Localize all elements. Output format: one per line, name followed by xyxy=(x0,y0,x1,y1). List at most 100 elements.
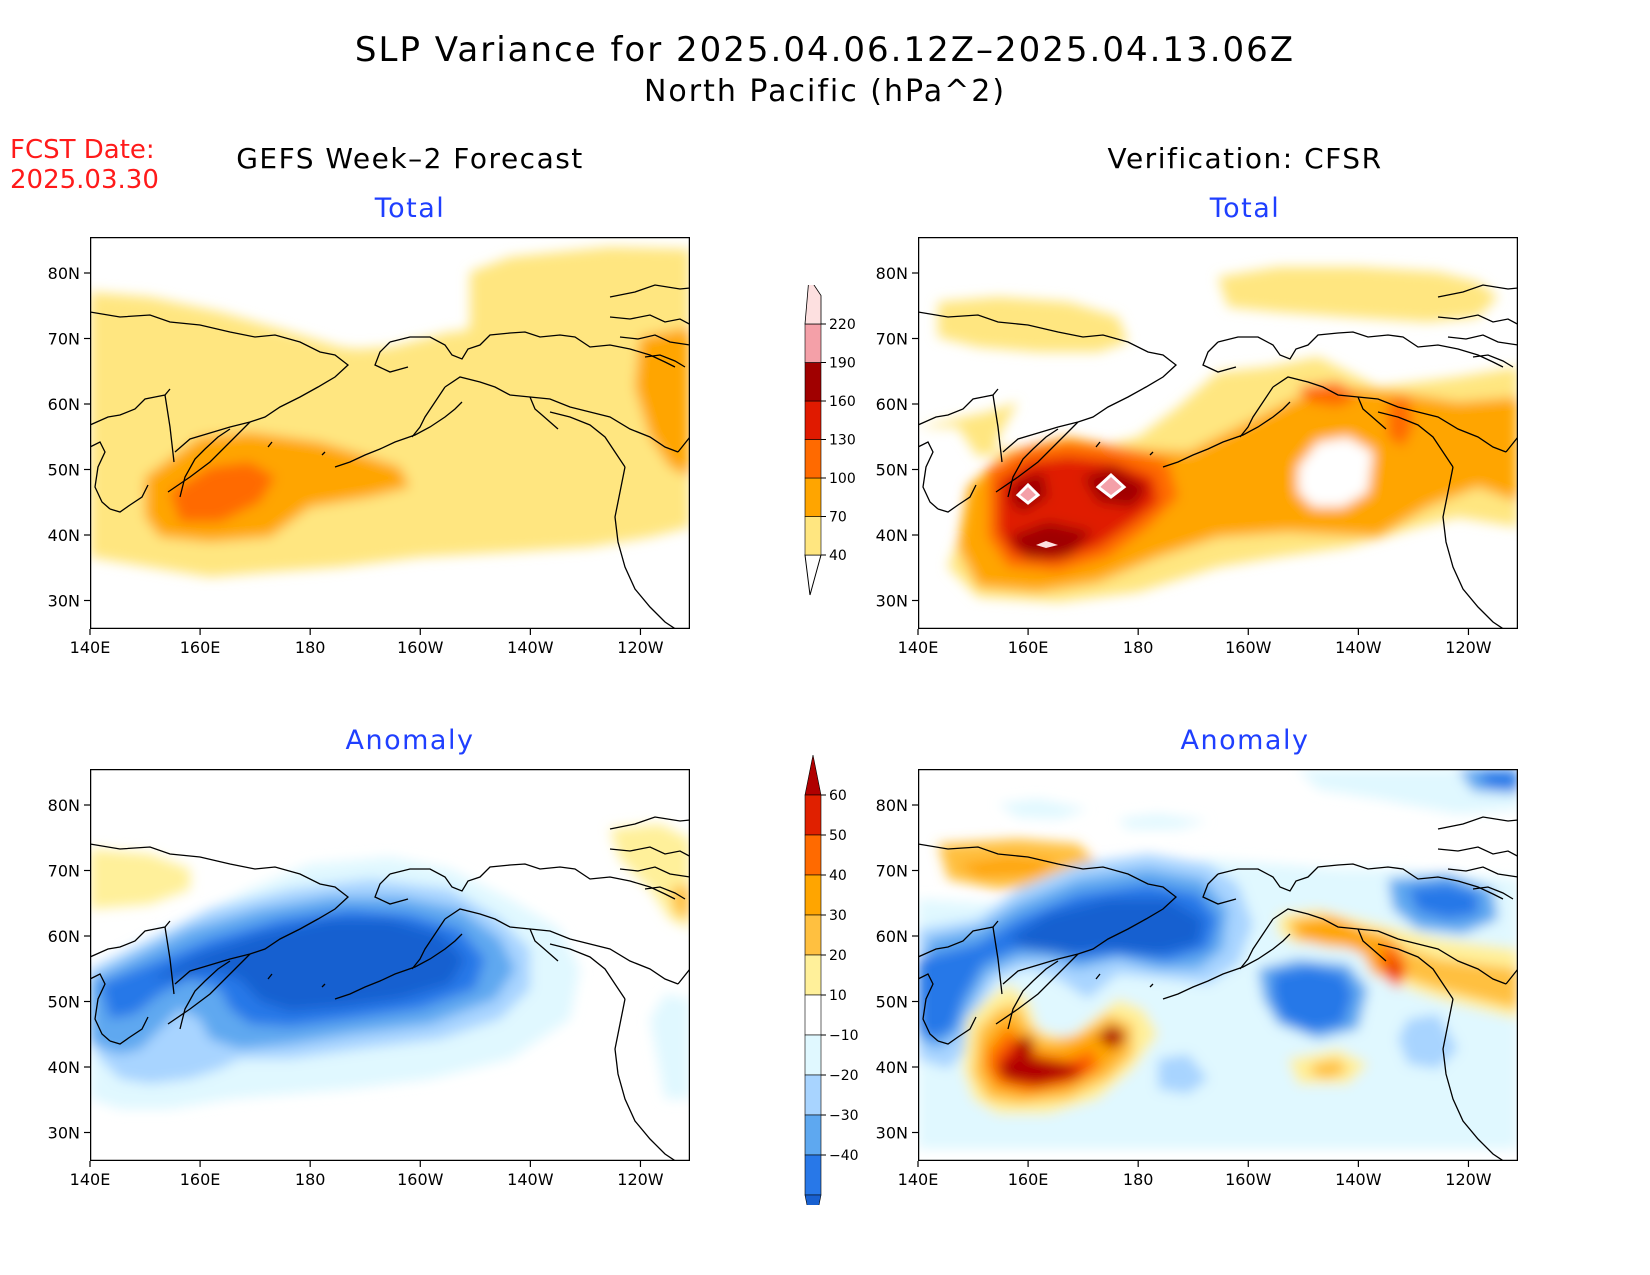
x-tick-label: 160W xyxy=(397,1170,444,1189)
x-tick-label: 160W xyxy=(397,638,444,657)
colorbar-top-segment xyxy=(804,285,822,325)
y-tick-label: 30N xyxy=(48,1124,80,1143)
x-tick-label: 120W xyxy=(617,1170,664,1189)
colorbar-label: 70 xyxy=(829,510,847,526)
colorbar-segment xyxy=(804,1074,822,1116)
y-tick-label: 40N xyxy=(48,1058,80,1077)
x-tick-label: 140W xyxy=(1335,1170,1382,1189)
y-tick-label: 60N xyxy=(876,395,908,414)
x-tick-label: 180 xyxy=(1123,1170,1154,1189)
colorbar-segment xyxy=(804,1154,822,1196)
colorbar-segment xyxy=(804,400,822,440)
y-tick-label: 50N xyxy=(876,993,908,1012)
colorbar-label: 40 xyxy=(829,548,847,564)
forecast-anomaly-map xyxy=(90,769,690,1161)
colorbar-segment xyxy=(804,794,822,836)
x-tick-label: 160E xyxy=(180,638,221,657)
colorbar-label: 100 xyxy=(829,471,856,487)
x-tick-label: 140E xyxy=(70,1170,111,1189)
verification-total-maxima xyxy=(1015,472,1127,548)
colorbar-segment xyxy=(804,1034,822,1076)
y-tick-label: 30N xyxy=(876,1124,908,1143)
colorbar-label: 190 xyxy=(829,356,856,372)
x-tick-label: 120W xyxy=(1445,1170,1492,1189)
x-tick-label: 140E xyxy=(898,638,939,657)
y-tick-label: 80N xyxy=(876,264,908,283)
anomaly-colorbar: 60 50 40 30 20 10 −10 −20 −30 −40 xyxy=(804,755,859,1205)
colorbar-segment xyxy=(804,362,822,402)
x-tick-label: 160W xyxy=(1225,638,1272,657)
y-tick-label: 50N xyxy=(876,461,908,480)
main-subtitle: North Pacific (hPa^2) xyxy=(643,74,1007,109)
x-tick-label: 140E xyxy=(898,1170,939,1189)
colorbar-label: 60 xyxy=(829,788,847,804)
y-tick-label: 60N xyxy=(48,395,80,414)
y-tick-label: 70N xyxy=(48,862,80,881)
colorbar-segment xyxy=(804,1114,822,1156)
x-tick-label: 180 xyxy=(295,638,326,657)
verification-total-map xyxy=(918,237,1518,629)
forecast-total-subtitle: Total xyxy=(374,193,446,224)
forecast-anomaly-subtitle: Anomaly xyxy=(345,725,475,756)
colorbar-lower-triangle xyxy=(804,1194,822,1205)
colorbar-segment xyxy=(804,994,822,1036)
fcst-date-value: 2025.03.30 xyxy=(10,165,159,195)
colorbar-label: 50 xyxy=(829,828,847,844)
x-tick-label: 160W xyxy=(1225,1170,1272,1189)
y-tick-label: 80N xyxy=(876,796,908,815)
colorbar-label: −20 xyxy=(829,1068,859,1084)
forecast-total-contours xyxy=(90,247,690,577)
fcst-date-label: FCST Date: xyxy=(10,135,155,165)
x-tick-label: 180 xyxy=(295,1170,326,1189)
colorbar-segment xyxy=(804,834,822,876)
x-tick-label: 120W xyxy=(617,638,664,657)
colorbar-segment xyxy=(804,954,822,996)
colorbar-label: 220 xyxy=(829,317,856,333)
colorbar-upper-triangle xyxy=(804,755,822,796)
y-tick-label: 60N xyxy=(876,927,908,946)
x-tick-label: 160E xyxy=(180,1170,221,1189)
verification-anomaly-subtitle: Anomaly xyxy=(1180,725,1310,756)
colorbar-label: −10 xyxy=(829,1028,859,1044)
forecast-anomaly-contours xyxy=(90,824,690,1109)
y-tick-label: 80N xyxy=(48,264,80,283)
y-tick-label: 70N xyxy=(876,330,908,349)
colorbar-label: 160 xyxy=(829,394,856,410)
verification-column-title: Verification: CFSR xyxy=(1107,142,1383,175)
colorbar-segment xyxy=(804,439,822,479)
colorbar-segment xyxy=(804,323,822,363)
y-tick-label: 30N xyxy=(48,592,80,611)
verification-anomaly-map xyxy=(918,769,1518,1161)
colorbar-label: −30 xyxy=(829,1108,859,1124)
y-tick-label: 50N xyxy=(48,993,80,1012)
forecast-column-title: GEFS Week–2 Forecast xyxy=(236,142,584,175)
colorbar-label: 130 xyxy=(829,433,856,449)
y-tick-label: 70N xyxy=(876,862,908,881)
y-tick-label: 40N xyxy=(48,526,80,545)
x-tick-label: 140W xyxy=(507,638,554,657)
colorbar-label: 30 xyxy=(829,908,847,924)
total-colorbar: 40 70 100 130 160 190 220 xyxy=(804,285,856,596)
colorbar-label: −40 xyxy=(829,1148,859,1164)
colorbar-lower-triangle xyxy=(804,554,822,596)
colorbar-segment xyxy=(804,874,822,916)
forecast-total-map xyxy=(90,237,690,629)
colorbar-label: 40 xyxy=(829,868,847,884)
y-tick-label: 50N xyxy=(48,461,80,480)
y-tick-label: 70N xyxy=(48,330,80,349)
colorbar-label: 20 xyxy=(829,948,847,964)
y-tick-label: 40N xyxy=(876,1058,908,1077)
y-tick-label: 60N xyxy=(48,927,80,946)
colorbar-label: 10 xyxy=(829,988,847,1004)
y-tick-label: 40N xyxy=(876,526,908,545)
colorbar-segment xyxy=(804,477,822,517)
x-tick-label: 160E xyxy=(1008,1170,1049,1189)
x-tick-label: 160E xyxy=(1008,638,1049,657)
verification-total-subtitle: Total xyxy=(1209,193,1281,224)
main-title: SLP Variance for 2025.04.06.12Z–2025.04.… xyxy=(354,30,1296,70)
colorbar-segment xyxy=(804,914,822,956)
verification-total-contours xyxy=(918,267,1518,602)
x-tick-label: 120W xyxy=(1445,638,1492,657)
y-tick-label: 30N xyxy=(876,592,908,611)
